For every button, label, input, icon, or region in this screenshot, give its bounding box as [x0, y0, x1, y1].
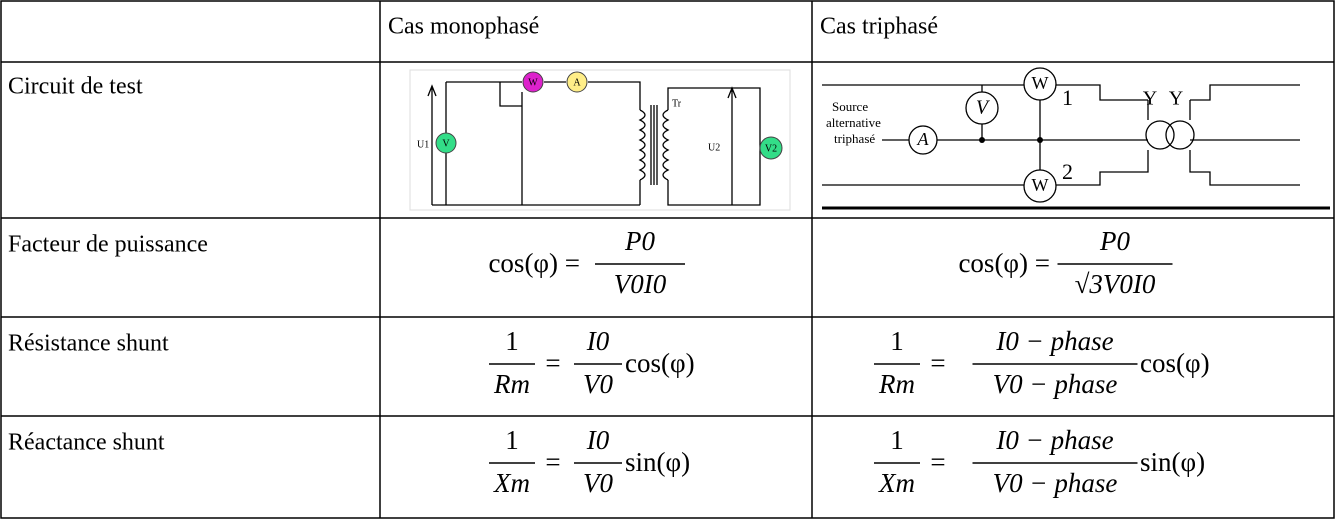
formula-part: Rm: [878, 369, 915, 399]
formula-part: 1: [890, 326, 904, 356]
formula-part: I0: [586, 326, 610, 356]
meter-number: 1: [1062, 85, 1073, 110]
row-label: Résistance shunt: [8, 331, 169, 357]
winding-label: Y: [1143, 88, 1157, 110]
formula-part: =: [930, 348, 945, 378]
meter-label: V: [976, 97, 991, 119]
formula-part: I0 − phase: [995, 326, 1113, 356]
formula-part: sin(φ): [625, 447, 690, 477]
circuit-label: V2: [765, 143, 777, 154]
header-cell: Cas triphasé: [820, 14, 938, 40]
formula-part: cos(φ): [625, 348, 695, 378]
meter-label: W: [1032, 73, 1049, 93]
winding-label: Y: [1169, 88, 1183, 110]
circuit-label: U2: [708, 142, 720, 153]
circuit-label: U1: [417, 139, 429, 150]
formula-part: V0I0: [614, 269, 667, 299]
formula-part: Rm: [493, 369, 530, 399]
formula-part: V0 − phase: [993, 468, 1118, 498]
formula-part: √3V0I0: [1075, 269, 1156, 299]
formula-part: =: [545, 348, 560, 378]
source-label: alternative: [826, 115, 881, 130]
formula-part: I0: [586, 425, 610, 455]
formula-part: =: [930, 447, 945, 477]
circuit-label: V: [442, 138, 450, 149]
formula-part: cos(φ) =: [958, 248, 1050, 278]
formula-part: cos(φ): [1140, 348, 1210, 378]
formula-part: I0 − phase: [995, 425, 1113, 455]
mono-circuit: U1 V W A Tr U2 V2: [409, 69, 791, 211]
circuit-label: A: [573, 77, 581, 88]
formula-part: 1: [890, 425, 904, 455]
formula-part: 1: [505, 326, 519, 356]
row-label: Facteur de puissance: [8, 232, 208, 258]
formula-part: 1: [505, 425, 519, 455]
tri-circuit: Source alternative triphasé V A W W 1 2 …: [822, 67, 1330, 210]
formula-part: P0: [1099, 226, 1130, 256]
formula-part: V0 − phase: [993, 369, 1118, 399]
formula-part: V0: [583, 369, 613, 399]
circuit-label: W: [528, 77, 538, 88]
formula-part: =: [545, 447, 560, 477]
meter-label: A: [917, 129, 930, 149]
formula-part: cos(φ) =: [488, 248, 580, 278]
formula-part: V0: [583, 468, 613, 498]
formula-part: Xm: [493, 468, 530, 498]
meter-number: 2: [1062, 159, 1073, 184]
formula-part: Xm: [878, 468, 915, 498]
source-label: triphasé: [834, 131, 875, 146]
formula-part: sin(φ): [1140, 447, 1205, 477]
source-label: Source: [832, 99, 868, 114]
circuit-label: Tr: [672, 98, 682, 109]
header-cell: Cas monophasé: [388, 14, 539, 40]
row-label: Circuit de test: [8, 74, 143, 100]
formula-part: P0: [624, 226, 655, 256]
row-label: Réactance shunt: [8, 430, 165, 456]
meter-label: W: [1032, 175, 1049, 195]
